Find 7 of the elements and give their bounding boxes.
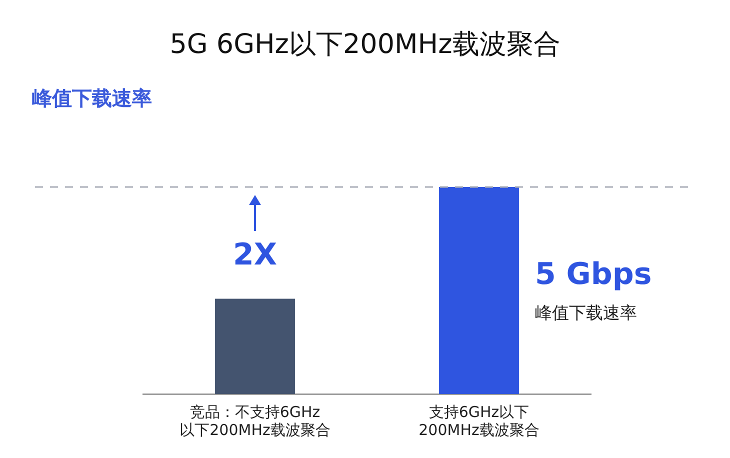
annotation: 峰值下载速率 bbox=[534, 303, 637, 324]
annotation: 5 Gbps bbox=[534, 256, 652, 292]
chart-title: 5G 6GHz以下200MHz载波聚合 bbox=[170, 29, 560, 60]
x-tick-label: 支持6GHz以下200MHz载波聚合 bbox=[418, 402, 540, 439]
y-axis-title: 峰值下载速率 bbox=[32, 86, 152, 110]
x-tick-label: 竞品：不支持6GHz以下200MHz载波聚合 bbox=[180, 402, 330, 439]
annotation: 2X bbox=[232, 238, 278, 273]
